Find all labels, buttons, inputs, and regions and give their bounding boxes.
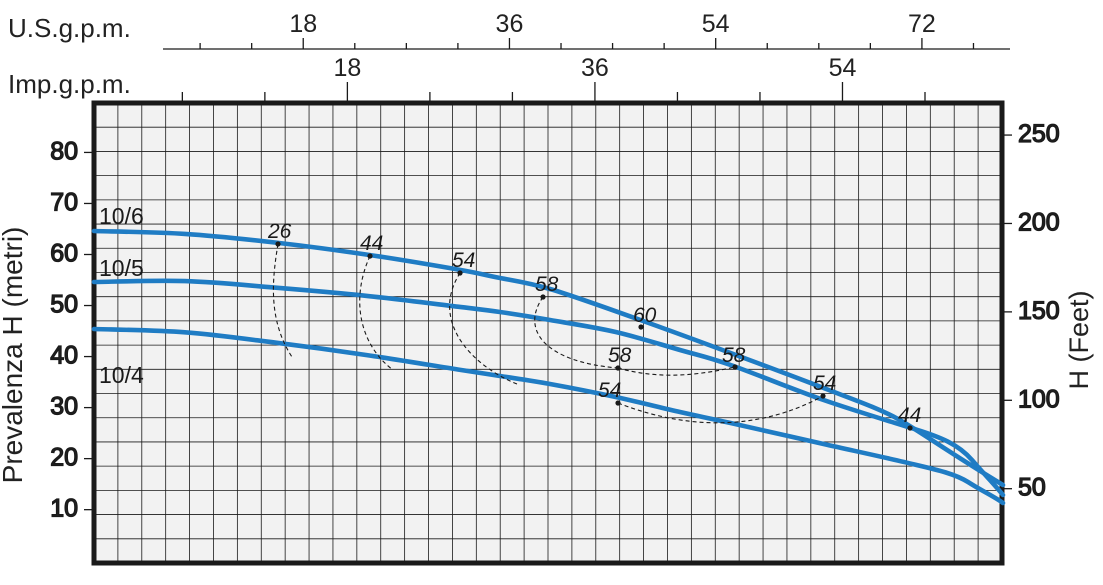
svg-text:30: 30 — [50, 393, 78, 421]
svg-text:72: 72 — [908, 10, 936, 38]
svg-text:50: 50 — [50, 291, 78, 319]
svg-text:U.S.g.p.m.: U.S.g.p.m. — [8, 13, 131, 43]
svg-text:54: 54 — [813, 372, 836, 395]
svg-text:10/4: 10/4 — [99, 362, 144, 388]
svg-text:70: 70 — [50, 188, 78, 216]
svg-text:80: 80 — [50, 137, 78, 165]
svg-text:58: 58 — [535, 273, 559, 296]
svg-text:60: 60 — [50, 240, 78, 268]
svg-text:200: 200 — [1018, 208, 1060, 236]
svg-text:Prevalenza H (metri): Prevalenza H (metri) — [0, 227, 28, 484]
svg-text:54: 54 — [598, 379, 621, 402]
svg-text:18: 18 — [289, 10, 317, 38]
svg-text:54: 54 — [452, 249, 475, 272]
svg-text:60: 60 — [633, 304, 657, 327]
svg-text:150: 150 — [1018, 297, 1060, 325]
svg-text:58: 58 — [608, 344, 632, 367]
svg-text:Imp.g.p.m.: Imp.g.p.m. — [8, 69, 131, 99]
svg-text:20: 20 — [50, 444, 78, 472]
svg-text:18: 18 — [333, 54, 361, 82]
svg-text:50: 50 — [1018, 474, 1046, 502]
svg-text:44: 44 — [898, 404, 921, 427]
svg-text:36: 36 — [496, 10, 524, 38]
svg-text:40: 40 — [50, 342, 78, 370]
svg-text:10/6: 10/6 — [99, 203, 144, 229]
svg-text:10: 10 — [50, 495, 78, 523]
svg-text:250: 250 — [1018, 120, 1060, 148]
svg-text:H (Feet): H (Feet) — [1064, 290, 1094, 389]
svg-text:10/5: 10/5 — [99, 255, 144, 281]
svg-text:100: 100 — [1018, 385, 1060, 413]
svg-text:54: 54 — [702, 10, 730, 38]
svg-text:36: 36 — [581, 54, 609, 82]
svg-text:44: 44 — [360, 232, 383, 255]
svg-text:58: 58 — [722, 344, 746, 367]
svg-text:26: 26 — [267, 220, 292, 243]
svg-text:54: 54 — [829, 54, 857, 82]
